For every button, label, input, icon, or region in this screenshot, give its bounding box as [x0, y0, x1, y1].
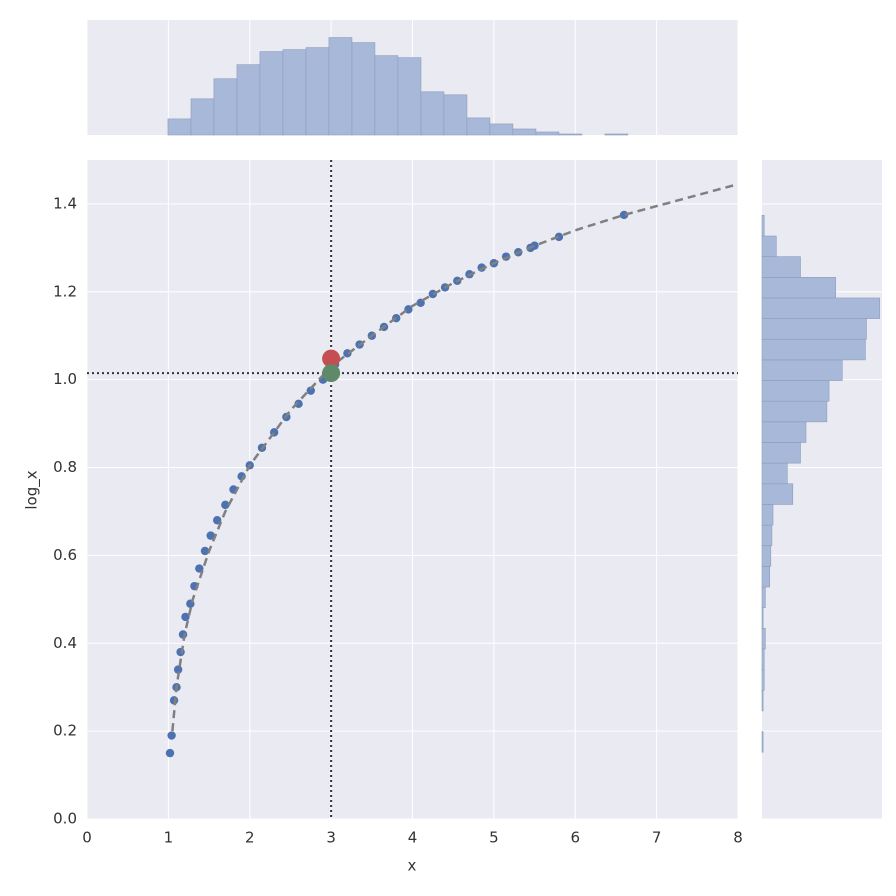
histogram-bar [259, 51, 284, 136]
histogram-bar [761, 586, 766, 608]
fit-line [171, 182, 739, 732]
histogram-bar [761, 359, 843, 381]
scatter-point [554, 232, 564, 242]
histogram-bar [761, 421, 807, 443]
histogram-bar [604, 133, 629, 136]
x-tick-label: 5 [489, 829, 499, 847]
x-tick-label: 0 [82, 829, 92, 847]
y-tick-label: 0.0 [53, 810, 77, 828]
x-tick-label: 1 [164, 829, 174, 847]
highlight-point [322, 364, 341, 383]
histogram-bar [374, 55, 399, 136]
histogram-bar [761, 566, 770, 588]
histogram-bar [761, 648, 765, 670]
y-tick-label: 0.6 [53, 546, 77, 564]
y-tick-label: 0.8 [53, 458, 77, 476]
histogram-bar [761, 400, 828, 423]
histogram-bar [761, 338, 866, 361]
y-axis-label: log_x [23, 470, 42, 509]
y-tick-label: 1.0 [53, 370, 77, 388]
scatter-point [165, 748, 175, 758]
histogram-bar [328, 37, 353, 136]
x-tick-label: 8 [733, 829, 743, 847]
scatter-point [206, 531, 215, 540]
histogram-bar [761, 256, 801, 278]
x-axis-label: x [408, 857, 417, 875]
histogram-bar [761, 235, 777, 257]
highlight-point [322, 349, 341, 368]
histogram-bar [761, 462, 788, 485]
histogram-bar [213, 78, 238, 136]
histogram-bar [351, 42, 376, 136]
y-tick-label: 1.4 [53, 194, 77, 212]
scatter-point [173, 665, 183, 674]
histogram-bar [558, 133, 583, 136]
histogram-bar [761, 731, 764, 753]
scatter-point [221, 500, 230, 510]
x-tick-label: 3 [326, 829, 336, 847]
histogram-bar [512, 128, 537, 136]
scatter-point [200, 546, 210, 556]
histogram-bar [761, 504, 774, 526]
scatter-point [306, 386, 315, 395]
scatter-point [181, 612, 190, 622]
histogram-bar [535, 131, 560, 136]
x-tick-label: 2 [245, 829, 255, 847]
x-tick-label: 6 [570, 829, 580, 847]
y-tick-label: 0.4 [53, 634, 77, 652]
scatter-point [167, 731, 176, 740]
histogram-bar [761, 318, 867, 340]
histogram-bar [282, 49, 307, 136]
histogram-bar [305, 47, 330, 136]
x-tick-label: 7 [652, 829, 662, 847]
histogram-bar [761, 545, 772, 567]
scatter-point [619, 210, 629, 220]
x-tick-label: 4 [408, 829, 418, 847]
histogram-bar [761, 277, 836, 299]
histogram-bar [466, 117, 491, 136]
histogram-bar [761, 380, 830, 402]
histogram-bar [443, 94, 468, 136]
histogram-bar [761, 628, 766, 650]
y-tick-label: 1.2 [53, 282, 77, 300]
histogram-bar [236, 64, 261, 136]
histogram-bar [761, 524, 773, 547]
histogram-bar [761, 442, 801, 464]
histogram-bar [420, 91, 445, 136]
y-tick-label: 0.2 [53, 722, 77, 740]
histogram-bar [761, 297, 880, 319]
histogram-bar [397, 57, 422, 136]
histogram-bar [489, 123, 514, 136]
histogram-bar [190, 98, 215, 136]
histogram-bar [167, 118, 192, 136]
histogram-bar [761, 607, 764, 629]
histogram-bar [761, 215, 765, 237]
scatter-point [213, 516, 222, 525]
histogram-bar [761, 689, 764, 712]
histogram-bar [761, 669, 765, 691]
histogram-bar [761, 483, 794, 505]
scatter-point [294, 399, 303, 409]
